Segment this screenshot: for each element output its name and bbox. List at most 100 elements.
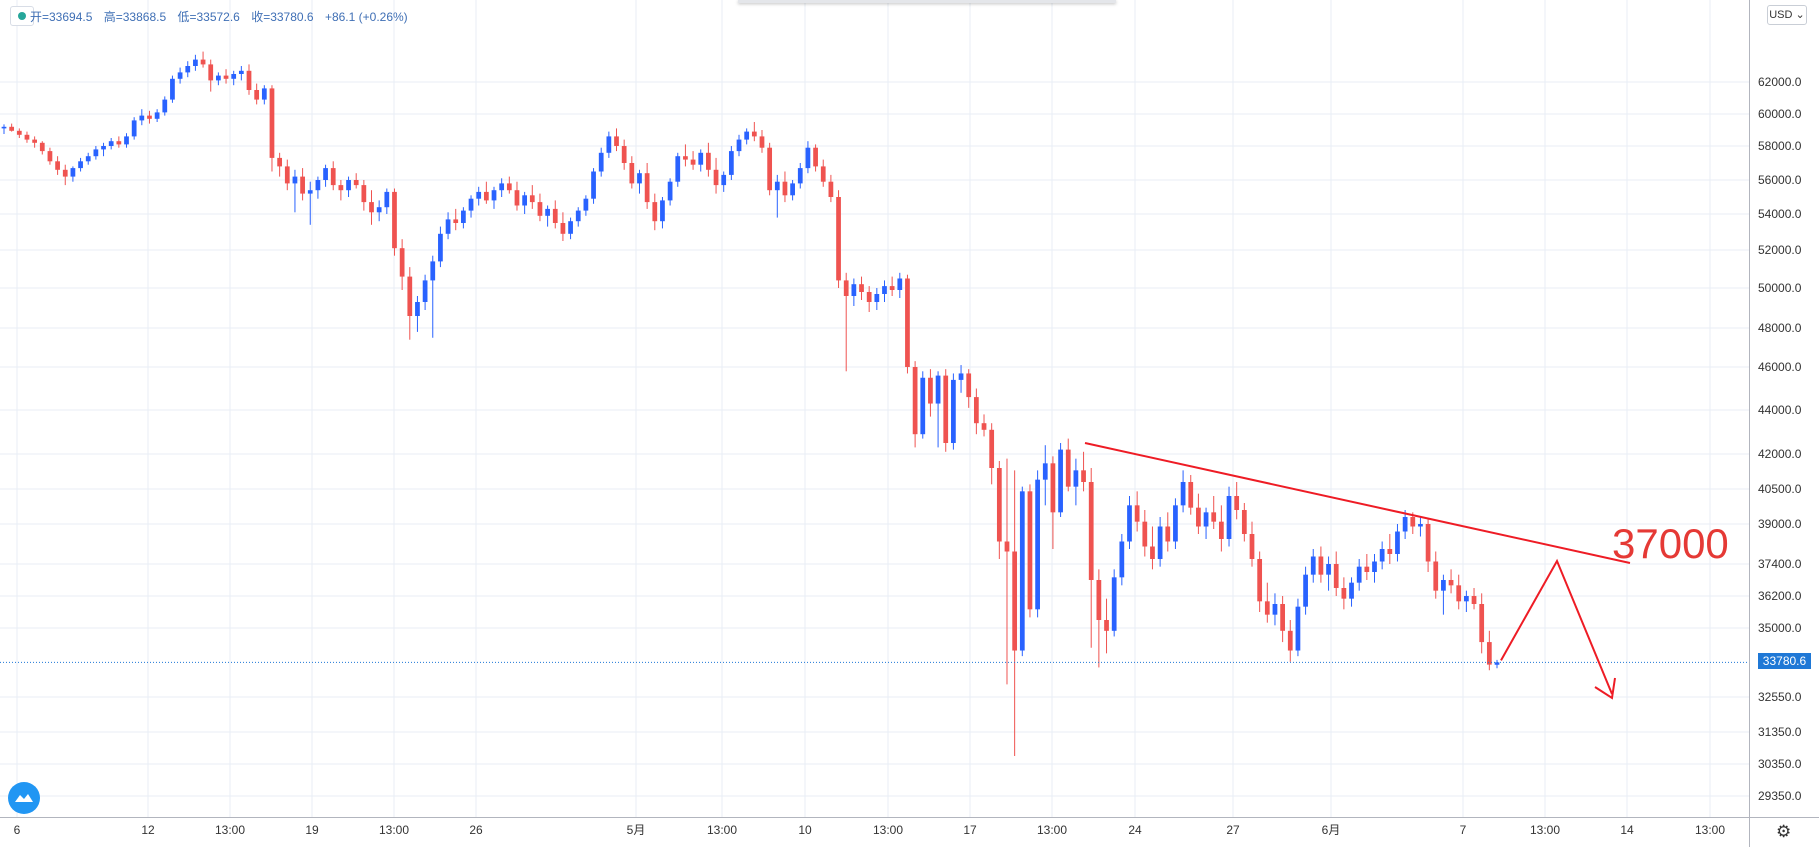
candle-body [690,159,696,165]
candle [1471,588,1477,610]
descending-trendline [1084,442,1631,564]
candle-body [637,173,642,184]
candle-body [346,180,351,191]
candle [859,276,864,300]
candle-body [108,141,114,146]
candle-body [621,146,627,163]
candle [238,66,244,81]
candle [575,207,581,227]
candle-body [767,147,773,191]
candle [62,164,68,186]
candle-body [246,70,252,90]
candle [1433,551,1439,599]
candle [1387,534,1393,564]
candle-body [1234,496,1240,510]
candle-body [736,139,742,152]
candle [629,156,635,189]
candle [1058,443,1063,517]
candle-body [606,136,612,153]
candle-body [1326,564,1331,575]
candle-body [315,180,321,191]
ohlc-low: 低=33572.6 [177,10,240,24]
candle [1081,451,1086,492]
candle-body [966,373,972,398]
candle-body [721,174,727,186]
candle-body [39,142,45,152]
candle-body [774,181,780,191]
candle-body [1042,463,1048,480]
candle [797,163,803,189]
x-tick-label: 14 [1620,823,1634,837]
candle [185,61,191,78]
projection-path [1500,558,1613,695]
candle-body [905,278,910,367]
candle-body [1418,524,1423,527]
candle [813,144,818,172]
x-tick-label: 17 [963,823,977,837]
last-price-tag: 33780.6 [1758,653,1811,669]
candle [162,96,168,116]
candle [124,133,129,148]
candle-body [200,59,206,65]
top-panel-edge [738,0,1116,3]
candle-body [1433,561,1439,591]
candle [1494,659,1500,669]
candle-body [1,126,7,129]
candle-body [660,200,665,222]
candle-body [1180,482,1186,506]
candle-body [843,280,849,296]
x-tick-label: 13:00 [1037,823,1067,837]
candle-body [591,171,596,199]
y-tick-label: 30350.0 [1758,757,1802,771]
y-tick-label: 35000.0 [1758,621,1802,635]
candle [1264,582,1270,623]
candle [529,185,535,209]
candle-body [751,131,757,137]
y-tick-label: 39000.0 [1758,517,1802,531]
candle [154,109,160,122]
candle-body [170,78,175,100]
candle-body [468,198,474,211]
ohlc-change: +86.1 (+0.26%) [324,10,408,24]
candle-body [162,99,168,113]
currency-select[interactable]: USD ⌄ [1767,5,1807,25]
candle-body [1104,620,1109,631]
candle [1241,503,1247,542]
candle [292,169,298,213]
x-axis-labels: 6 12 13:00 19 13:00 26 5月 13:00 10 13:00 17 13:00 24… [14,823,1726,837]
candle [1073,458,1079,506]
candle-body [193,59,198,66]
candle [315,176,321,199]
candle-body [667,181,673,201]
candle [170,75,175,103]
candle [583,195,589,216]
candle [552,200,558,229]
candle [223,69,229,84]
candle-body [1196,507,1201,527]
candle [1012,470,1018,756]
candle-body [116,141,122,145]
candle [407,267,413,340]
x-tick-label: 13:00 [379,823,409,837]
candle-body [177,72,183,79]
candle [1448,569,1454,594]
candle-body [1065,449,1071,487]
status-dot-icon[interactable] [10,6,34,26]
y-tick-label: 29350.0 [1758,789,1802,803]
candle [889,276,895,296]
candle [905,274,910,374]
tv-logo-icon[interactable] [8,782,40,814]
candle [1372,554,1377,583]
candle-body [1218,521,1224,539]
candle [1150,526,1155,570]
candle [744,128,750,145]
gear-icon[interactable]: ⚙ [1776,822,1792,841]
candle-body [1012,551,1018,651]
candle-body [1333,564,1339,588]
x-tick-label: 7 [1460,823,1467,837]
candle-body [1456,585,1462,602]
grid-lines [0,0,1749,817]
candle-body [93,149,99,157]
candle-body [101,146,106,150]
candle-body [1073,470,1079,487]
